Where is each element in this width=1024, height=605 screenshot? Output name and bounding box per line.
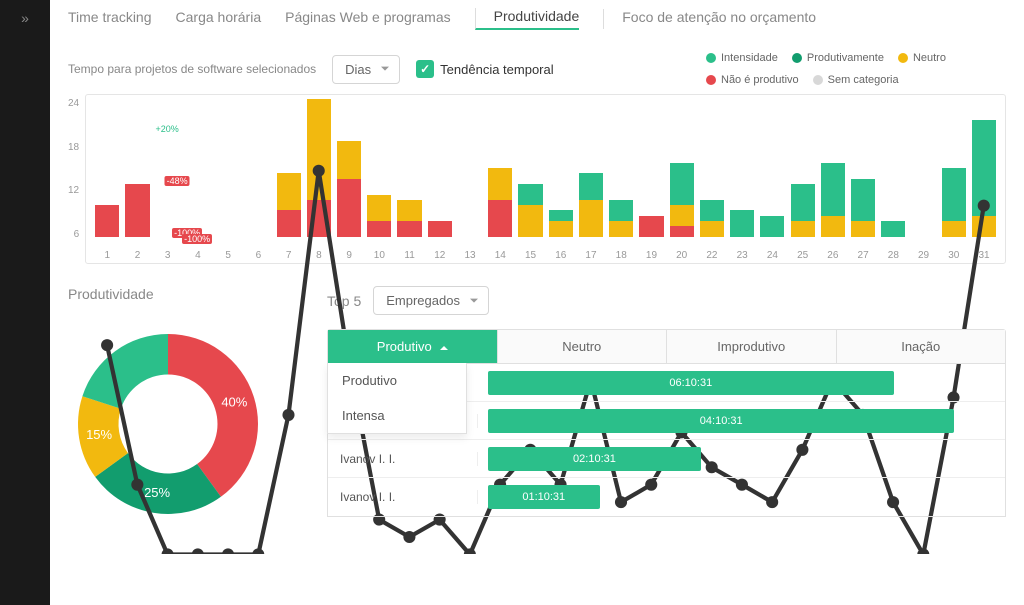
- chart-bar-30[interactable]: [969, 101, 999, 237]
- chart-bar-20[interactable]: [667, 101, 697, 237]
- chart-annotation: -100%: [182, 234, 212, 244]
- chart-annotation: +20%: [153, 124, 180, 134]
- trend-checkbox-wrap[interactable]: ✓ Tendência temporal: [416, 60, 553, 78]
- legend-item: Não é produtivo: [706, 74, 799, 86]
- top5-select[interactable]: Empregados: [373, 286, 489, 315]
- main-content: Time tracking Carga horária Páginas Web e …: [50, 0, 1024, 605]
- svg-text:40%: 40%: [221, 394, 247, 409]
- chart-bar-19[interactable]: [636, 101, 666, 237]
- legend: Intensidade Produtivamente Neutro Não é pro…: [706, 52, 1006, 86]
- chart-bar-3[interactable]: [153, 101, 183, 237]
- chart-bar-24[interactable]: [788, 101, 818, 237]
- chart-bar-16[interactable]: [546, 101, 576, 237]
- chart-bar-13[interactable]: [455, 101, 485, 237]
- top5-row[interactable]: Ivanov I. I. 01:10:31: [328, 478, 1005, 516]
- legend-item: Produtivamente: [792, 52, 884, 64]
- chart-bar-21[interactable]: [697, 101, 727, 237]
- chart-bar-29[interactable]: [939, 101, 969, 237]
- donut-chart: 40% 25% 15%: [68, 324, 268, 524]
- chart-bar-1[interactable]: [92, 101, 122, 237]
- trend-checkbox-label: Tendência temporal: [440, 62, 553, 77]
- legend-item: Intensidade: [706, 52, 778, 64]
- row-bar: 02:10:31: [488, 447, 701, 471]
- nav-tabs: Time tracking Carga horária Páginas Web e …: [68, 0, 1006, 42]
- top5-section: Top 5 Empregados ProdutivoProdutivoInten…: [327, 286, 1006, 527]
- top5-tab-inação[interactable]: Inação: [837, 330, 1006, 363]
- sidebar: »: [0, 0, 50, 605]
- period-select[interactable]: Dias: [332, 55, 400, 84]
- donut-title: Produtividade: [68, 286, 303, 302]
- top5-dropdown: ProdutivoIntensa: [327, 363, 467, 434]
- chart-bar-18[interactable]: [606, 101, 636, 237]
- chart-bar-26[interactable]: [848, 101, 878, 237]
- legend-item: Sem categoria: [813, 74, 899, 86]
- chart-bar-5[interactable]: [213, 101, 243, 237]
- tab-carga-horária[interactable]: Carga horária: [176, 9, 262, 29]
- chart-bar-7[interactable]: [274, 101, 304, 237]
- tab-produtividade[interactable]: Produtividade: [475, 8, 580, 30]
- chart-bar-14[interactable]: [485, 101, 515, 237]
- chart-plot-area: 1234567891011121314151617181920222324252…: [85, 94, 1006, 264]
- tab-time-tracking[interactable]: Time tracking: [68, 9, 152, 29]
- legend-item: Neutro: [898, 52, 946, 64]
- row-bar: 04:10:31: [488, 409, 954, 433]
- chart-bar-11[interactable]: [394, 101, 424, 237]
- row-name: Ivanov I. I.: [328, 452, 478, 466]
- tab-foco-de-atenção-no-orçamento[interactable]: Foco de atenção no orçamento: [603, 9, 816, 29]
- time-label: Tempo para projetos de software selecion…: [68, 62, 316, 76]
- top5-label: Top 5: [327, 293, 361, 309]
- chart-y-axis: 2418126: [68, 94, 85, 264]
- sidebar-toggle-icon[interactable]: »: [21, 10, 29, 605]
- chart-annotation: -48%: [165, 176, 190, 186]
- top5-tab-improdutivo[interactable]: Improdutivo: [667, 330, 837, 363]
- chart-bar-4[interactable]: [183, 101, 213, 237]
- svg-text:15%: 15%: [86, 427, 112, 442]
- chart-bar-6[interactable]: [243, 101, 273, 237]
- chart-bar-17[interactable]: [576, 101, 606, 237]
- trend-checkbox-icon: ✓: [416, 60, 434, 78]
- chart-bar-28[interactable]: [908, 101, 938, 237]
- row-bar: 01:10:31: [488, 485, 600, 509]
- chart-controls: Tempo para projetos de software selecion…: [68, 52, 1006, 86]
- chart-bar-8[interactable]: [304, 101, 334, 237]
- chart-bar-12[interactable]: [425, 101, 455, 237]
- chart-bar-15[interactable]: [515, 101, 545, 237]
- chart-bar-9[interactable]: [334, 101, 364, 237]
- row-name: Ivanov I. I.: [328, 490, 478, 504]
- chart-bar-10[interactable]: [364, 101, 394, 237]
- top5-tabs: ProdutivoProdutivoIntensaNeutroImproduti…: [327, 329, 1006, 364]
- svg-text:25%: 25%: [144, 485, 170, 500]
- chart-x-axis: 1234567891011121314151617181920222324252…: [86, 250, 1005, 261]
- top5-tab-neutro[interactable]: Neutro: [498, 330, 668, 363]
- donut-section: Produtividade 40% 25% 15%: [68, 286, 303, 527]
- top5-tab-produtivo[interactable]: ProdutivoProdutivoIntensa: [328, 330, 498, 363]
- chart-bar-2[interactable]: [122, 101, 152, 237]
- dropdown-item[interactable]: Produtivo: [328, 363, 466, 398]
- productivity-chart: 2418126 12345678910111213141516171819202…: [68, 94, 1006, 264]
- dropdown-item[interactable]: Intensa: [328, 398, 466, 433]
- chart-bar-27[interactable]: [878, 101, 908, 237]
- row-bar: 06:10:31: [488, 371, 894, 395]
- chart-bar-22[interactable]: [727, 101, 757, 237]
- chart-bar-23[interactable]: [757, 101, 787, 237]
- top5-row[interactable]: Ivanov I. I. 02:10:31: [328, 440, 1005, 478]
- chart-bar-25[interactable]: [818, 101, 848, 237]
- tab-páginas-web-e-programas[interactable]: Páginas Web e programas: [285, 9, 451, 29]
